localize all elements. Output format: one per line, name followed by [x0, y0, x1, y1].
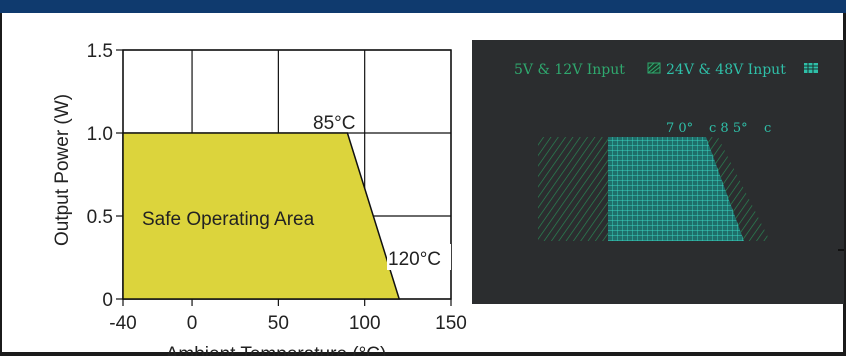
x-tick-layer: -40 0 50 100 150: [109, 299, 467, 334]
y-tick-layer: 0 0.5 1.0 1.5: [87, 41, 123, 311]
temp-label-c: c: [764, 121, 771, 136]
temp-label-85: c 8 5°: [709, 121, 748, 136]
derating-chart: 00.51.01.5 -40 0 50 100 150 85°C 120°C Safe …: [52, 41, 467, 356]
area-24v-48v: [608, 137, 744, 241]
x-tick-label: 150: [435, 313, 467, 334]
x-axis-label: Ambient Temperature (°C): [166, 344, 387, 356]
safe-area-label-bg: [136, 204, 340, 230]
y-axis-label: Output Power (W): [52, 94, 73, 246]
y-tick-label: 0.5: [87, 207, 113, 228]
annotation-120c: 120°C: [388, 249, 441, 270]
legend-5v-12v: 5V & 12V Input: [514, 62, 625, 78]
y-tick-label: 1.5: [87, 41, 113, 62]
header-band: [0, 0, 846, 13]
frame-right-edge: [843, 13, 846, 356]
y-tick-label: 1.0: [87, 124, 113, 145]
edge-tick: [838, 249, 844, 251]
x-tick-label: 0: [187, 313, 198, 334]
y-tick-label: 0: [102, 290, 113, 311]
annotation-85c: 85°C: [313, 113, 355, 134]
input-derating-chart: 5V & 12V Input 24V & 48V Input 7 0° c 8 …: [514, 62, 818, 241]
frame-left-edge: [0, 13, 2, 356]
frame-bottom-edge: [0, 352, 846, 356]
x-tick-label: 100: [349, 313, 381, 334]
safe-area-label: Safe Operating Area: [142, 209, 315, 230]
x-tick-label: 50: [268, 313, 289, 334]
legend-swatch-5v-12v: [647, 62, 661, 74]
temp-label-70: 7 0°: [666, 121, 693, 136]
annotation-120c-bg: [387, 244, 451, 270]
legend-swatch-24v-48v: [804, 63, 818, 73]
x-tick-label: -40: [109, 313, 136, 334]
legend-24v-48v: 24V & 48V Input: [666, 62, 786, 78]
